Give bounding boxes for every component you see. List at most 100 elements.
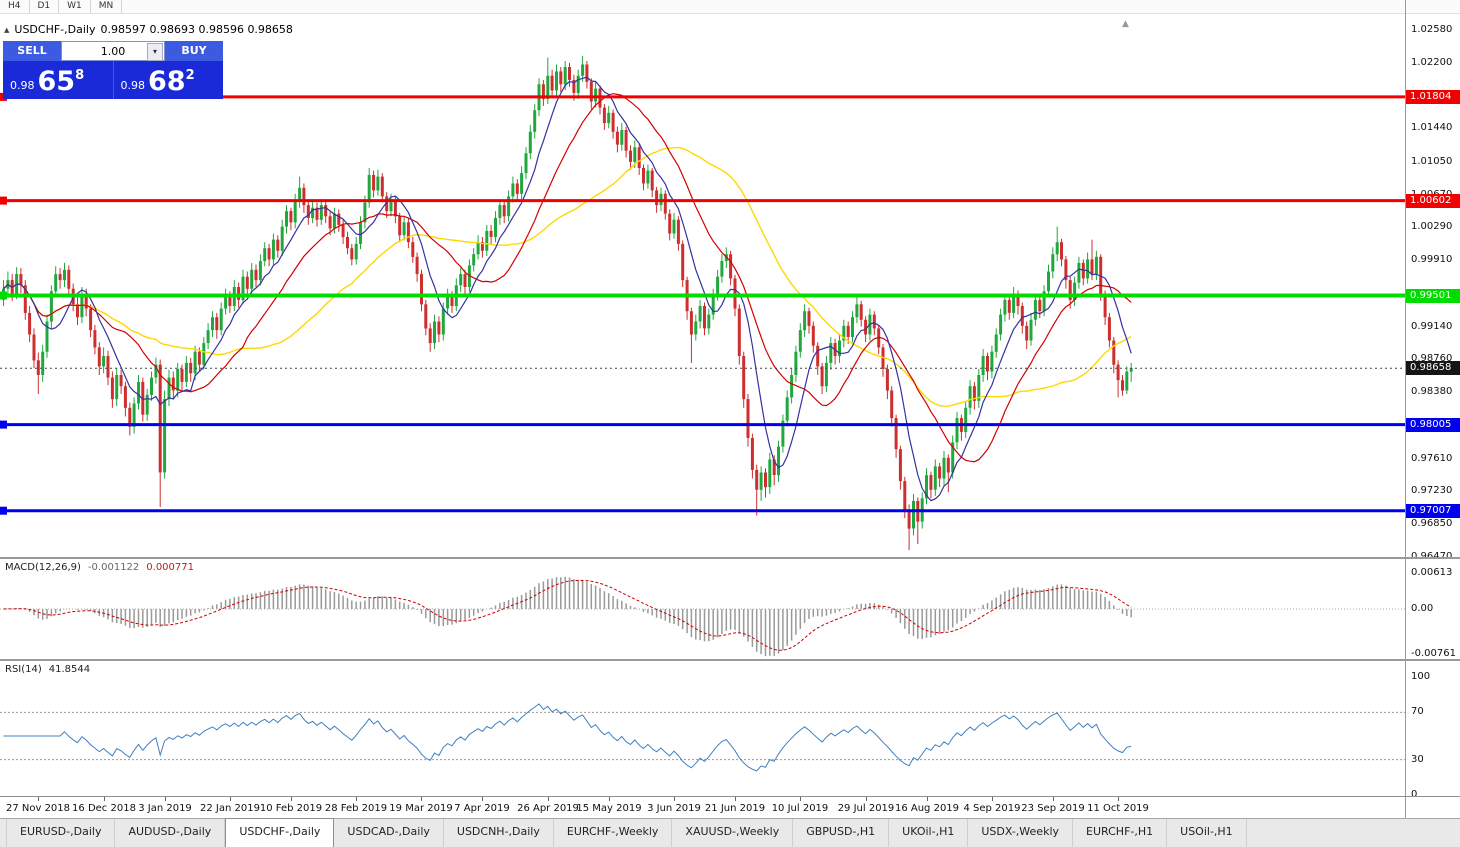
axis-border <box>1405 0 1406 818</box>
time-tick <box>38 797 39 801</box>
chart-tab[interactable]: XAUUSD-,Weekly <box>672 819 794 847</box>
period-mn-button[interactable]: MN <box>91 0 123 13</box>
time-tick <box>356 797 357 801</box>
price-tick-label: 0.98380 <box>1411 386 1453 397</box>
chart-symbol-label: USDCHF-,Daily <box>14 23 96 36</box>
hline-price-badge: 0.98005 <box>1406 418 1460 432</box>
chart-tab-bar: EURUSD-,Daily AUDUSD-,Daily USDCHF-,Daily U… <box>0 818 1460 847</box>
buy-price-display[interactable]: 0.98 68 2 <box>114 61 224 99</box>
date-label: 10 Jul 2019 <box>771 803 829 814</box>
time-tick <box>1053 797 1054 801</box>
rsi-axis-label: 100 <box>1411 671 1431 682</box>
price-axis: 1.025801.022001.014401.010501.006701.002… <box>1406 0 1460 818</box>
price-chart-canvas[interactable] <box>0 14 1405 557</box>
chart-tab[interactable]: EURUSD-,Daily <box>6 819 116 847</box>
rsi-label: RSI(14) <box>5 664 42 675</box>
sell-price-pip-digit: 8 <box>75 68 85 83</box>
rsi-value: 41.8544 <box>48 664 91 675</box>
macd-canvas <box>0 576 1405 657</box>
period-h4-button[interactable]: H4 <box>0 0 30 13</box>
volume-dropdown-icon[interactable]: ▾ <box>147 43 163 61</box>
panel-resize-handle[interactable] <box>0 557 1460 559</box>
macd-axis-label: -0.00761 <box>1411 648 1456 659</box>
chart-tab[interactable]: EURCHF-,H1 <box>1073 819 1168 847</box>
buy-price-prefix: 0.98 <box>120 79 146 92</box>
rsi-label-row: RSI(14) 41.8544 <box>5 664 90 675</box>
chart-tab[interactable]: GBPUSD-,H1 <box>793 819 890 847</box>
period-toolbar: H4 D1 W1 MN <box>0 0 1460 14</box>
date-label: 22 Jan 2019 <box>200 803 260 814</box>
date-label: 3 Jun 2019 <box>647 803 701 814</box>
chart-shift-marker-icon[interactable]: ▲ <box>1122 19 1129 29</box>
rsi-axis-label: 0 <box>1411 789 1418 800</box>
price-tick-label: 0.98760 <box>1411 353 1453 364</box>
rsi-levels <box>0 711 1405 761</box>
date-label: 16 Dec 2018 <box>72 803 136 814</box>
time-tick <box>104 797 105 801</box>
chart-title: ▲ USDCHF-,Daily 0.98597 0.98693 0.98596 … <box>4 23 293 36</box>
hline-price-badge: 0.97007 <box>1406 504 1460 518</box>
panel-resize-handle[interactable] <box>0 659 1460 661</box>
macd-label: MACD(12,26,9) <box>5 562 81 573</box>
macd-value: -0.001122 <box>87 562 140 573</box>
macd-histogram <box>7 576 1132 657</box>
time-tick <box>482 797 483 801</box>
chart-tab[interactable]: USOil-,H1 <box>1167 819 1247 847</box>
chart-tab[interactable]: USDCNH-,Daily <box>444 819 554 847</box>
macd-label-row: MACD(12,26,9) -0.001122 0.000771 <box>5 562 194 573</box>
candles <box>2 55 1133 551</box>
date-label: 29 Jul 2019 <box>837 803 895 814</box>
chart-tab[interactable]: EURCHF-,Weekly <box>554 819 673 847</box>
price-tick-label: 1.01440 <box>1411 122 1453 133</box>
volume-value[interactable]: 1.00 <box>100 44 126 58</box>
chart-tab[interactable]: AUDUSD-,Daily <box>115 819 226 847</box>
time-tick <box>230 797 231 801</box>
time-axis: 27 Nov 2018 16 Dec 2018 3 Jan 2019 22 Jan 2… <box>0 796 1460 818</box>
rsi-line <box>3 703 1132 772</box>
rsi-canvas <box>0 703 1405 772</box>
macd-signal-line <box>3 579 1132 651</box>
buy-price-big-digits: 68 <box>148 66 186 97</box>
rsi-axis-label: 70 <box>1411 706 1424 717</box>
chart-tab[interactable]: USDCHF-,Daily <box>225 818 335 847</box>
price-tick-label: 1.01050 <box>1411 156 1453 167</box>
period-d1-button[interactable]: D1 <box>30 0 60 13</box>
chart-area[interactable]: ▲ ▲ USDCHF-,Daily 0.98597 0.98693 0.9859… <box>0 14 1405 557</box>
chart-tab[interactable]: USDCAD-,Daily <box>334 819 444 847</box>
date-label: 3 Jan 2019 <box>138 803 192 814</box>
sell-price-big-digits: 65 <box>37 66 76 97</box>
date-label: 27 Nov 2018 <box>5 803 71 814</box>
date-label: 15 May 2019 <box>576 803 642 814</box>
one-click-header-row: SELL 1.00 ▾ BUY <box>3 41 223 61</box>
rsi-panel[interactable]: RSI(14) 41.8544 <box>0 661 1405 796</box>
chart-tab[interactable]: UKOil-,H1 <box>889 819 969 847</box>
rsi-axis-label: 30 <box>1411 754 1424 765</box>
time-tick <box>735 797 736 801</box>
date-label: 11 Oct 2019 <box>1087 803 1149 814</box>
time-tick <box>548 797 549 801</box>
sell-button[interactable]: SELL <box>3 41 61 61</box>
date-label: 28 Feb 2019 <box>324 803 388 814</box>
date-label: 16 Aug 2019 <box>894 803 960 814</box>
time-tick <box>1118 797 1119 801</box>
price-tick-label: 0.96850 <box>1411 518 1453 529</box>
macd-signal-value: 0.000771 <box>146 562 194 573</box>
hline-price-badge: 0.99501 <box>1406 289 1460 303</box>
time-tick <box>800 797 801 801</box>
date-label: 26 Apr 2019 <box>517 803 579 814</box>
buy-button[interactable]: BUY <box>165 41 223 61</box>
chart-tab[interactable]: USDX-,Weekly <box>968 819 1074 847</box>
price-tick-label: 0.99910 <box>1411 254 1453 265</box>
one-click-price-row: 0.98 65 8 0.98 68 2 <box>3 61 223 99</box>
macd-panel[interactable]: MACD(12,26,9) -0.001122 0.000771 <box>0 559 1405 659</box>
collapse-triangle-icon: ▲ <box>4 25 10 34</box>
sell-price-display[interactable]: 0.98 65 8 <box>3 61 113 99</box>
volume-field[interactable]: 1.00 ▾ <box>61 41 165 61</box>
price-tick-label: 1.00290 <box>1411 221 1453 232</box>
period-w1-button[interactable]: W1 <box>59 0 91 13</box>
buy-price-pip-digit: 2 <box>185 68 195 83</box>
price-tick-label: 0.97230 <box>1411 485 1453 496</box>
time-tick <box>674 797 675 801</box>
macd-axis-label: 0.00 <box>1411 603 1434 614</box>
